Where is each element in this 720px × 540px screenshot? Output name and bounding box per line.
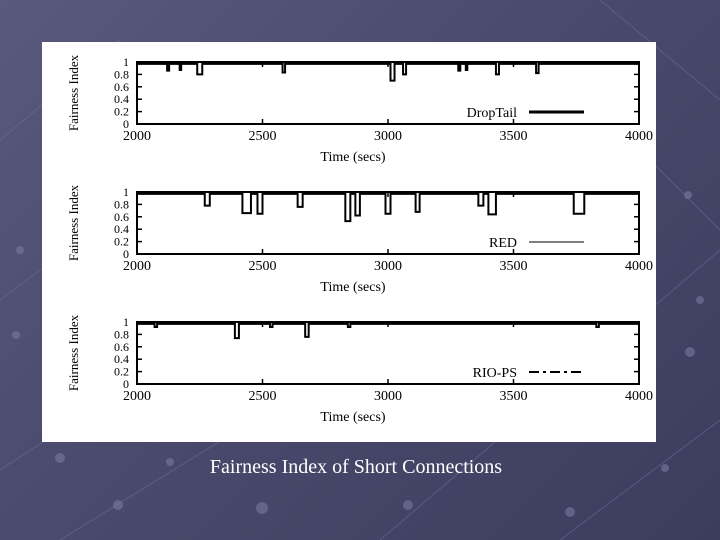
- y-tick-label: 0.6: [114, 80, 129, 94]
- chart-panel-1: 2000 2500 3000 3500 4000 00.20.40.60.81 Time (…: [66, 54, 653, 165]
- x-tick-label: 2000: [123, 389, 151, 404]
- y-tick-label: 0.2: [114, 235, 129, 249]
- chart-panel-3: 2000 2500 3000 3500 4000 00.20.40.60.81 Time (…: [66, 314, 653, 425]
- y-tick-label: 1: [123, 185, 129, 199]
- legend-label: RED: [489, 236, 517, 251]
- chart-panel-2: 2000 2500 3000 3500 4000 00.20.40.60.81 Time (…: [66, 184, 653, 295]
- y-tick-label: 0.8: [114, 197, 129, 211]
- y-tick-label: 0.8: [114, 67, 129, 81]
- legend-label: RIO-PS: [473, 366, 517, 381]
- x-tick-label: 4000: [625, 129, 653, 144]
- y-tick-label: 0: [123, 247, 129, 261]
- y-axis-label: Fairness Index: [66, 314, 81, 391]
- y-tick-label: 0: [123, 377, 129, 391]
- series-line-rio-ps: [137, 322, 639, 340]
- y-axis-label: Fairness Index: [66, 54, 81, 131]
- y-tick-label: 1: [123, 315, 129, 329]
- figure-caption: Fairness Index of Short Connections: [209, 456, 503, 478]
- x-axis-label: Time (secs): [320, 410, 386, 425]
- y-tick-label: 0.4: [114, 222, 129, 236]
- y-tick-label: 0.6: [114, 340, 129, 354]
- x-tick-label: 2000: [123, 129, 151, 144]
- x-tick-label: 2500: [249, 259, 277, 274]
- fairness-index-figure: 2000 2500 3000 3500 4000 0 0.2 0.4 0.6 0.8 1 Time (…: [42, 42, 656, 442]
- plot-frame: [136, 321, 640, 385]
- x-tick-label: 2000: [123, 259, 151, 274]
- plot-frame: [136, 61, 640, 125]
- x-tick-label: 3000: [374, 129, 402, 144]
- x-tick-label: 2500: [249, 129, 277, 144]
- x-tick-label: 3000: [374, 259, 402, 274]
- y-tick-label: 0.2: [114, 365, 129, 379]
- y-tick-label: 0.2: [114, 105, 129, 119]
- y-tick-label: 0.6: [114, 210, 129, 224]
- series-line-red: [137, 192, 639, 223]
- y-tick-label: 0: [123, 117, 129, 131]
- y-tick-label: 0.4: [114, 352, 129, 366]
- y-tick-label: 0.8: [114, 327, 129, 341]
- x-tick-label: 4000: [625, 259, 653, 274]
- x-tick-label: 2500: [249, 389, 277, 404]
- x-tick-label: 3000: [374, 389, 402, 404]
- x-tick-label: 3500: [500, 259, 528, 274]
- y-tick-label: 0.4: [114, 92, 129, 106]
- x-axis-label: Time (secs): [320, 280, 386, 295]
- y-tick-label: 1: [123, 55, 129, 69]
- series-line-droptail: [137, 62, 639, 82]
- x-tick-label: 3500: [500, 389, 528, 404]
- legend-label: DropTail: [467, 106, 517, 121]
- x-tick-label: 3500: [500, 129, 528, 144]
- plot-frame: [136, 191, 640, 255]
- y-axis-label: Fairness Index: [66, 184, 81, 261]
- x-tick-label: 4000: [625, 389, 653, 404]
- x-axis-label: Time (secs): [320, 150, 386, 165]
